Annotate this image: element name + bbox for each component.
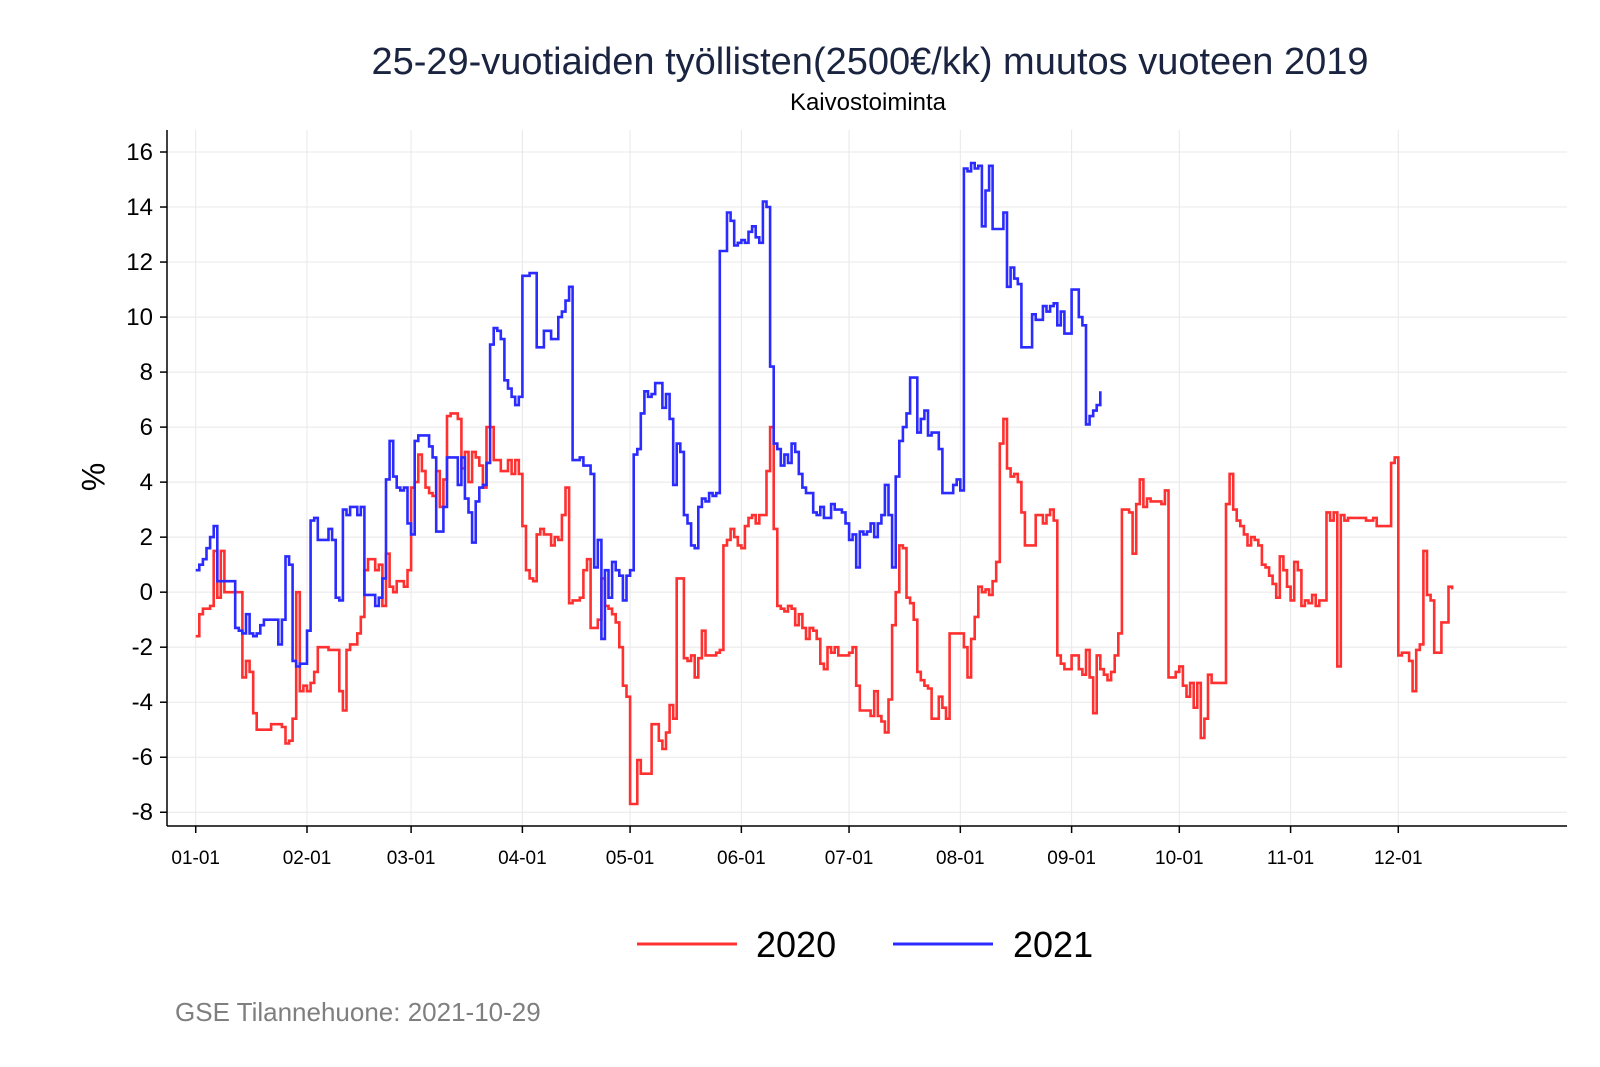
legend-label-2021: 2021 [1013,924,1093,965]
x-tick-label: 02-01 [283,848,332,869]
x-tick-label: 10-01 [1155,848,1204,869]
series-line-2021 [195,161,1102,668]
series-lines [195,161,1454,806]
y-tick-label: -8 [132,799,153,826]
y-tick-label: 0 [140,579,153,606]
x-tick-label: 11-01 [1267,848,1314,869]
source-caption: GSE Tilannehuone: 2021-10-29 [175,997,541,1027]
y-tick-label: 2 [140,524,153,551]
x-tick-label: 09-01 [1047,848,1096,869]
y-tick-label: 8 [140,359,153,386]
y-axis-label: % [75,463,111,491]
x-tick-label: 07-01 [825,848,874,869]
axes [160,130,1567,833]
y-tick-label: 4 [140,469,153,496]
y-tick-label: -6 [132,744,153,771]
y-tick-label: -4 [132,689,153,716]
y-tick-label: -2 [132,634,153,661]
x-tick-label: 06-01 [717,848,766,869]
y-tick-label: 12 [126,249,153,276]
chart-subtitle: Kaivostoiminta [790,89,947,116]
series-line-2020 [195,412,1454,806]
x-tick-label: 01-01 [171,848,220,869]
x-tick-label: 03-01 [387,848,436,869]
y-tick-label: 16 [126,139,153,166]
x-tick-labels: 01-01 02-01 03-01 04-01 05-01 06-01 07-01 08-01… [171,848,1422,869]
y-tick-labels: 16 14 12 10 8 6 4 2 0 -2 -4 -6 -8 [126,139,153,826]
legend: 2020 2021 [637,924,1093,965]
x-tick-label: 08-01 [936,848,985,869]
y-tick-label: 6 [140,414,153,441]
x-tick-label: 12-01 [1374,848,1423,869]
x-tick-label: 05-01 [606,848,655,869]
x-tick-label: 04-01 [498,848,547,869]
legend-label-2020: 2020 [756,924,836,965]
y-tick-label: 10 [126,304,153,331]
y-tick-label: 14 [126,194,153,221]
chart-title: 25-29-vuotiaiden työllisten(2500€/kk) mu… [371,41,1368,83]
